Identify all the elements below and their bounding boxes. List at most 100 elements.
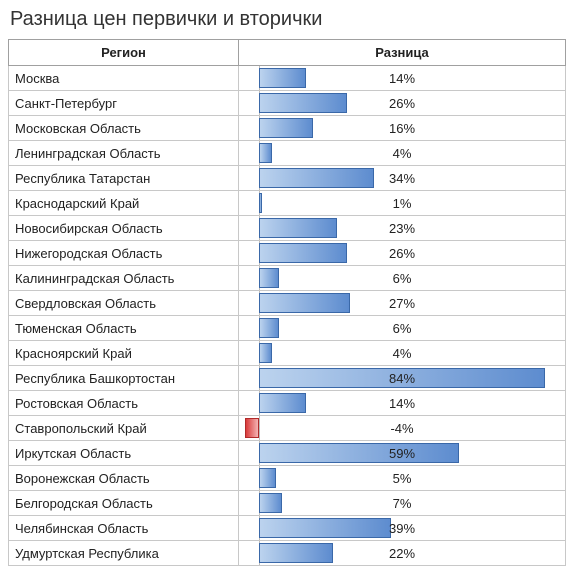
table-row: Иркутская Область 59%	[9, 441, 566, 466]
bar	[259, 493, 283, 513]
bar	[259, 393, 307, 413]
bar	[259, 68, 307, 88]
bar	[245, 418, 259, 438]
diff-cell: 39%	[239, 516, 566, 541]
bar	[259, 343, 273, 363]
value-label: 59%	[379, 441, 425, 465]
diff-cell: 26%	[239, 91, 566, 116]
table-row: Нижегородская Область 26%	[9, 241, 566, 266]
diff-cell: 59%	[239, 441, 566, 466]
diff-cell: 7%	[239, 491, 566, 516]
table-row: Белгородская Область 7%	[9, 491, 566, 516]
value-label: 1%	[379, 191, 425, 215]
table-row: Ростовская Область 14%	[9, 391, 566, 416]
region-cell: Санкт-Петербург	[9, 91, 239, 116]
region-cell: Калининградская Область	[9, 266, 239, 291]
region-cell: Красноярский Край	[9, 341, 239, 366]
region-cell: Иркутская Область	[9, 441, 239, 466]
table-row: Московская Область16%	[9, 116, 566, 141]
diff-cell: 6%	[239, 266, 566, 291]
table-row: Новосибирская Область 23%	[9, 216, 566, 241]
bar	[259, 243, 348, 263]
col-header-diff: Разница	[239, 40, 566, 66]
value-label: 26%	[379, 91, 425, 115]
value-label: 39%	[379, 516, 425, 540]
value-label: 22%	[379, 541, 425, 565]
diff-cell: 1%	[239, 191, 566, 216]
region-cell: Республика Татарстан	[9, 166, 239, 191]
diff-cell: 14%	[239, 391, 566, 416]
value-label: 4%	[379, 141, 425, 165]
value-label: 14%	[379, 391, 425, 415]
bar	[259, 218, 337, 238]
diff-cell: 23%	[239, 216, 566, 241]
region-cell: Белгородская Область	[9, 491, 239, 516]
bar	[259, 443, 460, 463]
diff-cell: 4%	[239, 141, 566, 166]
value-label: 7%	[379, 491, 425, 515]
value-label: 26%	[379, 241, 425, 265]
diff-cell: 4%	[239, 341, 566, 366]
region-cell: Челябинская Область	[9, 516, 239, 541]
table-row: Санкт-Петербург 26%	[9, 91, 566, 116]
region-cell: Москва	[9, 66, 239, 91]
value-label: 27%	[379, 291, 425, 315]
table-row: Воронежская Область 5%	[9, 466, 566, 491]
region-cell: Ростовская Область	[9, 391, 239, 416]
value-label: 6%	[379, 266, 425, 290]
diff-cell: 14%	[239, 66, 566, 91]
value-label: -4%	[379, 416, 425, 440]
page-title: Разница цен первички и вторички	[10, 8, 566, 31]
value-label: 84%	[379, 366, 425, 390]
value-label: 4%	[379, 341, 425, 365]
table-row: Республика Татарстан 34%	[9, 166, 566, 191]
region-cell: Свердловская Область	[9, 291, 239, 316]
table-row: Ставропольский Край -4%	[9, 416, 566, 441]
diff-cell: 26%	[239, 241, 566, 266]
table-row: Красноярский Край 4%	[9, 341, 566, 366]
diff-cell: 34%	[239, 166, 566, 191]
zero-line	[259, 416, 260, 440]
diff-table: Регион Разница Москва 14% Санкт-Петербург 2…	[8, 39, 566, 566]
diff-cell: 5%	[239, 466, 566, 491]
bar	[259, 193, 262, 213]
table-row: Республика Башкортостан 84%	[9, 366, 566, 391]
bar	[259, 543, 334, 563]
table-row: Тюменская Область 6%	[9, 316, 566, 341]
diff-cell: 27%	[239, 291, 566, 316]
region-cell: Ставропольский Край	[9, 416, 239, 441]
region-cell: Новосибирская Область	[9, 216, 239, 241]
value-label: 34%	[379, 166, 425, 190]
diff-cell: 84%	[239, 366, 566, 391]
value-label: 14%	[379, 66, 425, 90]
table-row: Краснодарский Край 1%	[9, 191, 566, 216]
col-header-region: Регион	[9, 40, 239, 66]
diff-cell: 22%	[239, 541, 566, 566]
table-row: Свердловская Область 27%	[9, 291, 566, 316]
bar	[259, 518, 392, 538]
bar	[259, 318, 279, 338]
bar	[259, 468, 276, 488]
table-row: Ленинградская Область 4%	[9, 141, 566, 166]
bar	[259, 293, 351, 313]
region-cell: Республика Башкортостан	[9, 366, 239, 391]
region-cell: Воронежская Область	[9, 466, 239, 491]
region-cell: Удмуртская Республика	[9, 541, 239, 566]
value-label: 6%	[379, 316, 425, 340]
value-label: 23%	[379, 216, 425, 240]
bar	[259, 268, 279, 288]
diff-cell: 6%	[239, 316, 566, 341]
bar	[259, 118, 313, 138]
table-row: Челябинская Область 39%	[9, 516, 566, 541]
bar	[259, 143, 273, 163]
table-row: Москва 14%	[9, 66, 566, 91]
value-label: 5%	[379, 466, 425, 490]
bar	[259, 168, 375, 188]
region-cell: Тюменская Область	[9, 316, 239, 341]
table-row: Калининградская Область 6%	[9, 266, 566, 291]
region-cell: Нижегородская Область	[9, 241, 239, 266]
region-cell: Ленинградская Область	[9, 141, 239, 166]
region-cell: Краснодарский Край	[9, 191, 239, 216]
region-cell: Московская Область	[9, 116, 239, 141]
diff-cell: 16%	[239, 116, 566, 141]
